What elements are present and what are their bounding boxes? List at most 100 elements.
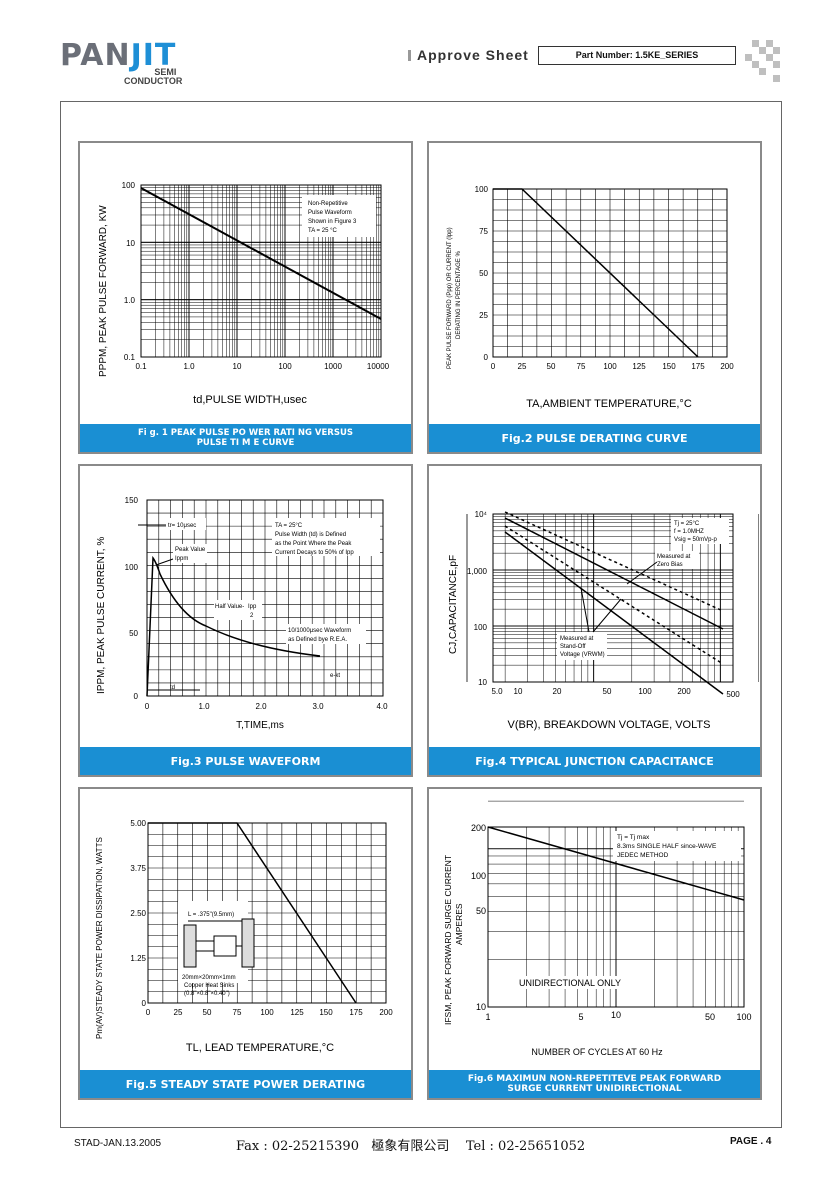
fig2-panel: 100 75 50 25 0 0 25 50 75 100 125 150 17… xyxy=(427,141,762,454)
fig6-curve xyxy=(487,826,745,901)
fig6-ytick: 100 xyxy=(471,871,486,881)
fig1-panel: Non-Repetitive Pulse Waveform Shown in F… xyxy=(78,141,413,454)
fig3-ytick: 150 xyxy=(125,496,139,505)
fig5-ytick: 5.00 xyxy=(130,819,146,828)
fig4-curve-dashed-lower xyxy=(504,525,724,665)
fig5-panel: L = .375"(9.5mm) 20mm×20mm×1mm Copper He… xyxy=(78,787,413,1100)
fig5-xtick: 125 xyxy=(290,1008,304,1017)
fig4-ytick: 1,000 xyxy=(467,567,488,576)
fig2-xtick: 175 xyxy=(691,362,705,371)
fig5-lead-length: L = .375"(9.5mm) xyxy=(188,912,234,918)
footer-contact: Fax : 02-25215390 極象有限公司 Tel : 02-256510… xyxy=(236,1139,586,1154)
fig2-xlabel: TA,AMBIENT TEMPERATURE,°C xyxy=(526,398,692,410)
fig5-xtick: 175 xyxy=(349,1008,363,1017)
fig3-yticks: 150 100 50 0 xyxy=(125,496,139,701)
fig2-chart: 100 75 50 25 0 0 25 50 75 100 125 150 17… xyxy=(447,185,734,410)
fig5-sink-1: 20mm×20mm×1mm xyxy=(182,975,236,981)
fig6-ylabel-1: IFSM, PEAK FORWARD SURGE CURRENT xyxy=(443,855,453,1025)
fig2-xtick: 25 xyxy=(518,362,527,371)
fig1-ylabel: PPPM, PEAK PULSE FORWARD, KW xyxy=(98,205,109,377)
fig3-xticks: 0 1.0 2.0 3.0 4.0 xyxy=(145,702,388,711)
fig4-xticks: 5.0 10 20 50 100 200 500 xyxy=(491,687,740,699)
fig4-cond-2: f = 1.0MHZ xyxy=(674,529,704,535)
fig2-ytick: 25 xyxy=(479,311,488,320)
fig3-half-3: 2 xyxy=(250,613,254,619)
fig6-caption: Fig.6 MAXIMUN NON-REPETITEVE PEAK FORWAR… xyxy=(429,1070,760,1098)
fig3-chart: tr= 10μsec Peak Value Ippm TA = 25°C Pul… xyxy=(96,496,388,731)
fig5-xtick: 50 xyxy=(203,1008,212,1017)
fig1-yticks: 100 10 1.0 0.1 xyxy=(122,181,136,362)
fig5-ytick: 0 xyxy=(142,999,147,1008)
fig5-ytick: 1.25 xyxy=(130,954,146,963)
fig1-xtick: 1.0 xyxy=(183,362,195,371)
fig5-xlabel: TL, LEAD TEMPERATURE,°C xyxy=(186,1042,334,1054)
fig1-curve xyxy=(140,187,382,320)
fig3-xlabel: T,TIME,ms xyxy=(236,720,284,731)
fig5-xtick: 0 xyxy=(146,1008,151,1017)
fig6-note-2: 8.3ms SINGLE HALF since-WAVE xyxy=(617,843,717,850)
fig6-xtick: 50 xyxy=(705,1012,715,1022)
fig3-xtick: 1.0 xyxy=(198,702,210,711)
content-frame xyxy=(60,101,782,1128)
fig4-panel: Tj = 25°C f = 1.0MHZ Vsig = 50mVp-p Meas… xyxy=(427,464,762,777)
fig5-sink-3: (0.8"×0.8"×0.40") xyxy=(184,991,230,997)
fig3-xtick: 4.0 xyxy=(376,702,388,711)
fig4-zb-1: Measured at xyxy=(657,554,691,560)
fig4-so-3: Voltage (VRWM) xyxy=(560,652,605,658)
fig5-yticks: 5.00 3.75 2.50 1.25 0 xyxy=(130,819,146,1008)
fig2-ytick: 50 xyxy=(479,269,488,278)
fig4-so-2: Stand-Off xyxy=(560,644,586,650)
fig2-xtick: 50 xyxy=(547,362,556,371)
fig2-xticks: 0 25 50 75 100 125 150 175 200 xyxy=(491,362,734,371)
fig6-chart: Tj = Tj max 8.3ms SINGLE HALF since-WAVE… xyxy=(443,800,752,1057)
fig4-curve-zero-bias xyxy=(504,517,724,630)
fig6-xticks: 1 5 10 50 100 xyxy=(485,1010,751,1022)
fig2-xtick: 125 xyxy=(632,362,646,371)
fig2-xtick: 0 xyxy=(491,362,496,371)
fig6-xtick: 10 xyxy=(611,1010,621,1020)
fig1-xtick: 10000 xyxy=(367,362,390,371)
fig3-cond-2: Pulse Width (td) is Defined xyxy=(275,532,346,538)
fig6-note-3: JEDEC METHOD xyxy=(617,852,669,859)
fig2-ytick: 75 xyxy=(479,227,488,236)
part-number-box: Part Number: 1.5KE_SERIES xyxy=(538,46,736,65)
fig4-ylabel: CJ,CAPACITANCE,pF xyxy=(448,555,459,654)
fig3-ytick: 0 xyxy=(134,692,139,701)
fig4-cond-1: Tj = 25°C xyxy=(674,521,700,527)
fig6-xtick: 100 xyxy=(736,1012,751,1022)
fig2-xtick: 75 xyxy=(577,362,586,371)
footer-doc-id: STAD-JAN.13.2005 xyxy=(74,1138,162,1149)
fig2-xtick: 100 xyxy=(603,362,617,371)
fig3-peak-2: Ippm xyxy=(175,556,188,562)
fig4-ytick: 10⁴ xyxy=(475,510,488,519)
fig1-xtick: 100 xyxy=(278,362,292,371)
logo-wordmark: PANJIT xyxy=(60,38,177,73)
fig1-xtick: 0.1 xyxy=(135,362,147,371)
fig3-ekt: e-kt xyxy=(330,673,340,679)
fig1-ytick: 0.1 xyxy=(124,353,136,362)
fig1-xtick: 1000 xyxy=(324,362,342,371)
fig1-note-1: Non-Repetitive xyxy=(308,201,348,207)
fig2-xtick: 200 xyxy=(720,362,734,371)
fig6-note-1: Tj = Tj max xyxy=(617,834,650,841)
fig5-xtick: 100 xyxy=(260,1008,274,1017)
fig4-xtick: 500 xyxy=(726,690,740,699)
fig3-xtick: 2.0 xyxy=(255,702,267,711)
fig4-yticks: 10⁴ 1,000 100 10 xyxy=(467,510,488,687)
fig5-xtick: 75 xyxy=(233,1008,242,1017)
fig1-ytick: 10 xyxy=(126,239,135,248)
fig3-ytick: 100 xyxy=(125,563,139,572)
fig3-cond-4: Current Decays to 50% of Ipp xyxy=(275,550,354,556)
fig2-ylabel-1: PEAK PULSE FORWARD (Ppp) OR CURRENT (Ipp… xyxy=(447,227,453,369)
fig4-ytick: 10 xyxy=(478,678,487,687)
fig5-xtick: 200 xyxy=(379,1008,393,1017)
fig2-xtick: 150 xyxy=(662,362,676,371)
fig3-xtick: 0 xyxy=(145,702,150,711)
fig5-caption: Fig.5 STEADY STATE POWER DERATING xyxy=(80,1070,411,1098)
fig6-xtick: 5 xyxy=(578,1012,583,1022)
fig3-half-2: Ipp xyxy=(248,604,257,610)
fig2-ytick: 100 xyxy=(475,185,489,194)
fig4-xlabel: V(BR), BREAKDOWN VOLTAGE, VOLTS xyxy=(508,719,711,731)
fig3-tr-label: tr= 10μsec xyxy=(168,523,196,529)
fig6-yticks: 200 100 50 10 xyxy=(471,823,486,1012)
